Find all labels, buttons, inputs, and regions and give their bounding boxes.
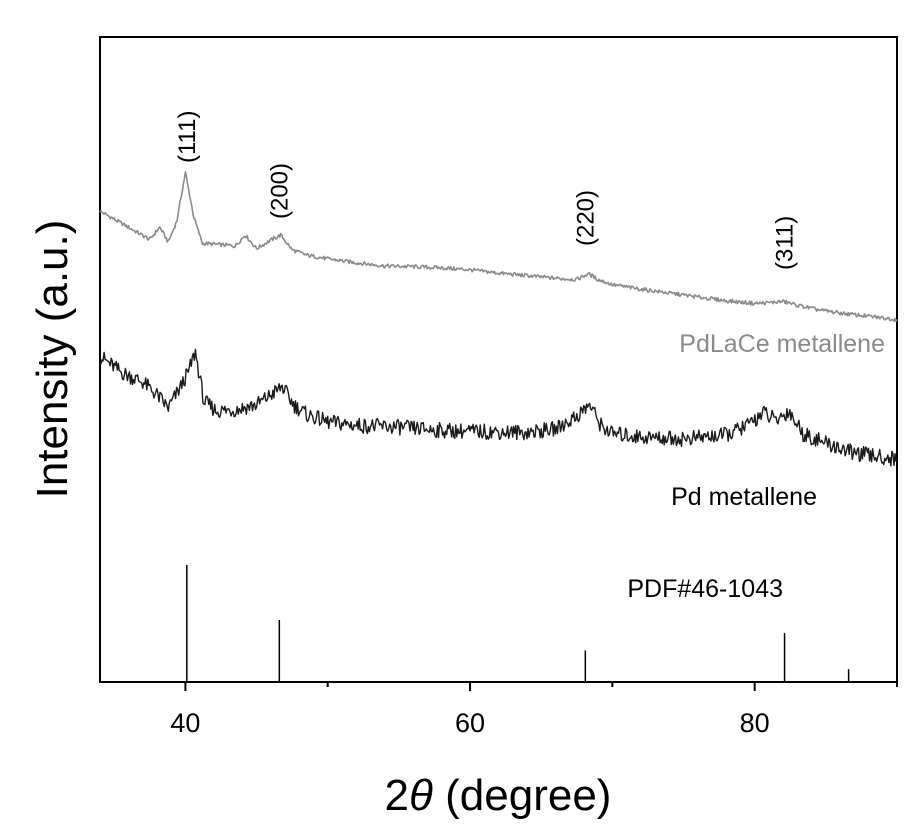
x-tick-label: 60 — [455, 708, 485, 738]
peak-label: (200) — [266, 163, 293, 219]
series-group — [99, 170, 898, 467]
x-tick-label: 40 — [170, 708, 200, 738]
x-axis-title-theta: θ — [409, 771, 433, 820]
x-axis-title-suffix: (degree) — [433, 771, 612, 820]
reference-label: PDF#46-1043 — [627, 575, 783, 603]
series-line-pd — [100, 348, 898, 467]
peak-label: (220) — [572, 190, 599, 246]
series-label-pdlace: PdLaCe metallene — [679, 330, 885, 358]
reference-pattern — [186, 565, 850, 682]
plot-frame — [99, 36, 898, 683]
x-axis-ticks: 40 60 80 — [170, 682, 898, 738]
series-label-pd: Pd metallene — [671, 483, 817, 511]
peak-labels: (111) (200) (220) (311) — [174, 111, 799, 270]
peak-label: (111) — [174, 111, 201, 163]
x-axis-title-prefix: 2 — [385, 771, 409, 820]
x-axis-title: 2θ (degree) — [385, 771, 612, 820]
y-axis-title: Intensity (a.u.) — [28, 220, 77, 499]
x-tick-label: 80 — [740, 708, 770, 738]
series-line-pdlace — [99, 170, 898, 323]
peak-label: (311) — [772, 216, 799, 270]
